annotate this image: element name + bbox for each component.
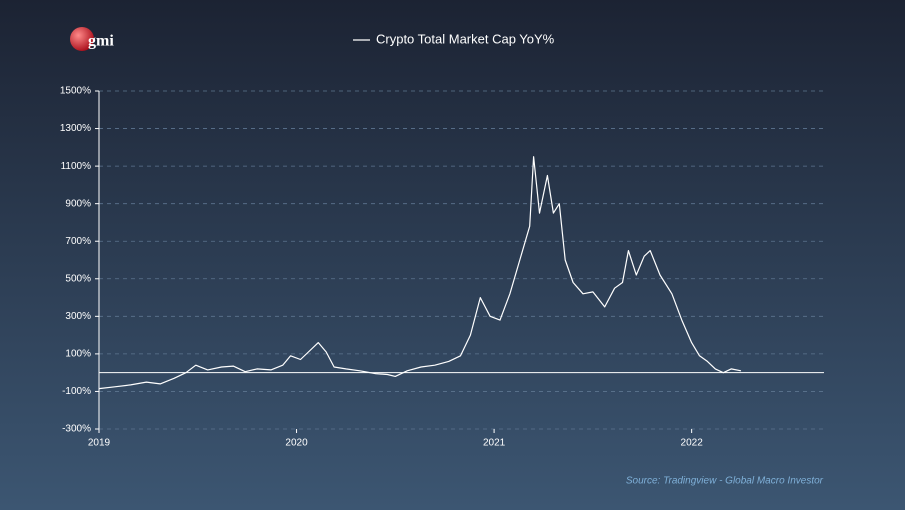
x-tick-label: 2019 [88, 438, 111, 449]
y-tick-label: 1300% [60, 123, 91, 134]
y-tick-label: 1100% [61, 161, 92, 172]
y-tick-label: 1500% [60, 86, 91, 97]
x-tick-label: 2022 [681, 438, 704, 449]
logo-icon [70, 27, 94, 51]
y-tick-label: -100% [62, 386, 91, 397]
source: Source: Tradingview - Global Macro Inves… [626, 476, 824, 487]
y-tick-label: -300% [62, 424, 91, 435]
y-tick-label: 300% [65, 311, 91, 322]
x-tick-label: 2020 [285, 438, 308, 449]
y-tick-label: 700% [65, 236, 91, 247]
y-tick-label: 500% [65, 273, 91, 284]
legend-label: Crypto Total Market Cap YoY% [376, 31, 555, 46]
y-tick-label: 100% [65, 349, 91, 360]
y-tick-label: 900% [65, 198, 91, 209]
x-tick-label: 2021 [483, 438, 506, 449]
logo: gmi [88, 33, 114, 50]
line [98, 156, 742, 390]
